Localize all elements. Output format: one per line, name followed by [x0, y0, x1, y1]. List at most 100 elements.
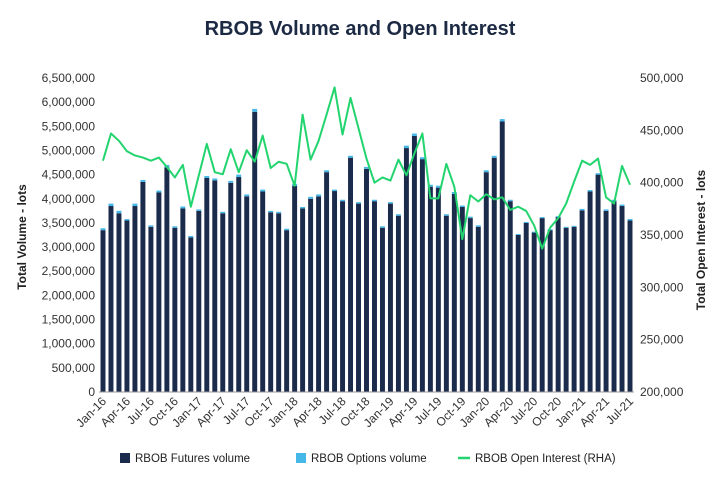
futures-volume-bar: [419, 159, 425, 392]
options-volume-bar: [140, 179, 146, 182]
options-volume-bar: [108, 203, 114, 207]
options-volume-bar: [156, 190, 162, 193]
futures-volume-bar: [475, 226, 481, 392]
left-axis-tick-label: 4,500,000: [42, 168, 96, 182]
options-volume-bar: [587, 190, 593, 192]
x-axis-tick-label: Jul-21: [603, 394, 636, 427]
futures-volume-bar: [459, 206, 465, 392]
futures-volume-bar: [443, 215, 449, 392]
left-axis: 0 500,000 1,000,000 1,500,000 2,000,000 2,500…: [42, 71, 96, 399]
futures-volume-bar: [364, 168, 369, 392]
futures-volume-bar: [587, 191, 593, 392]
futures-volume-bar: [411, 135, 417, 392]
futures-volume-bar: [228, 182, 234, 392]
futures-volume-bar: [563, 227, 569, 392]
line-series: [102, 86, 631, 250]
left-axis-title: Total Volume - lots: [15, 184, 29, 290]
left-axis-tick-label: 1,000,000: [42, 337, 96, 351]
futures-volume-bar: [332, 191, 338, 392]
futures-volume-bar: [108, 206, 114, 392]
futures-volume-bar: [555, 217, 561, 392]
futures-volume-bar: [356, 203, 361, 392]
futures-volume-bar: [372, 201, 377, 392]
legend-square-swatch: [120, 453, 130, 463]
options-volume-bar: [332, 189, 338, 192]
options-volume-bar: [324, 170, 330, 173]
right-axis-title: Total Open Interest - lots: [694, 169, 708, 310]
futures-volume-bar: [427, 186, 433, 392]
options-volume-bar: [539, 217, 545, 219]
futures-volume-bar: [212, 180, 218, 392]
futures-volume-bar: [619, 206, 625, 392]
futures-volume-bar: [124, 220, 130, 392]
right-axis-tick-label: 400,000: [640, 176, 684, 190]
options-volume-bar: [411, 133, 417, 136]
futures-volume-bar: [523, 222, 529, 392]
options-volume-bar: [340, 199, 346, 202]
futures-volume-bar: [180, 208, 186, 392]
futures-volume-bar: [276, 213, 282, 392]
futures-volume-bar: [100, 230, 106, 392]
options-volume-bar: [148, 225, 154, 227]
options-volume-bar: [212, 178, 218, 181]
x-axis: Jan-16Apr-16Jul-16Oct-16Jan-17Apr-17Jul-…: [73, 391, 636, 430]
right-axis-tick-label: 350,000: [640, 228, 684, 242]
options-volume-bar: [100, 228, 106, 231]
bar-series: [100, 108, 633, 392]
futures-volume-bar: [499, 121, 505, 392]
futures-volume-bar: [603, 210, 609, 392]
futures-volume-bar: [236, 177, 242, 392]
futures-volume-bar: [387, 203, 393, 392]
open-interest-line: [102, 86, 631, 250]
futures-volume-bar: [611, 201, 617, 392]
options-volume-bar: [483, 170, 489, 173]
options-volume-bar: [523, 221, 529, 223]
futures-volume-bar: [579, 210, 585, 392]
options-volume-bar: [603, 209, 609, 211]
futures-volume-bar: [188, 237, 194, 392]
futures-volume-bar: [379, 227, 385, 392]
futures-volume-bar: [467, 218, 473, 392]
left-axis-tick-label: 6,500,000: [42, 71, 96, 85]
legend-square-swatch: [296, 453, 306, 463]
options-volume-bar: [372, 199, 377, 202]
options-volume-bar: [180, 206, 186, 209]
options-volume-bar: [515, 234, 521, 235]
options-volume-bar: [196, 209, 202, 211]
right-axis-tick-label: 250,000: [640, 333, 684, 347]
options-volume-bar: [579, 208, 585, 211]
options-volume-bar: [172, 226, 178, 228]
options-volume-bar: [475, 225, 481, 227]
options-volume-bar: [499, 119, 505, 122]
options-volume-bar: [284, 228, 290, 231]
futures-volume-bar: [507, 201, 513, 392]
options-volume-bar: [443, 214, 449, 216]
options-volume-bar: [236, 174, 242, 178]
options-volume-bar: [419, 157, 425, 160]
futures-volume-bar: [148, 226, 154, 392]
futures-volume-bar: [164, 167, 170, 392]
options-volume-bar: [228, 180, 234, 183]
legend-label: RBOB Options volume: [311, 453, 427, 465]
left-axis-tick-label: 500,000: [52, 361, 96, 375]
options-volume-bar: [348, 155, 353, 158]
options-volume-bar: [563, 226, 569, 228]
options-volume-bar: [459, 205, 465, 207]
options-volume-bar: [276, 211, 282, 214]
chart-title: RBOB Volume and Open Interest: [204, 18, 516, 40]
futures-volume-bar: [252, 111, 258, 392]
options-volume-bar: [435, 185, 441, 188]
futures-volume-bar: [308, 198, 314, 392]
options-volume-bar: [531, 231, 537, 233]
futures-volume-bar: [547, 230, 553, 392]
right-axis-tick-label: 450,000: [640, 123, 684, 137]
options-volume-bar: [507, 199, 513, 202]
options-volume-bar: [619, 204, 625, 207]
options-volume-bar: [220, 211, 226, 214]
right-axis-tick-label: 300,000: [640, 280, 684, 294]
options-volume-bar: [595, 173, 601, 175]
options-volume-bar: [395, 214, 401, 216]
futures-volume-bar: [260, 191, 266, 392]
options-volume-bar: [627, 219, 633, 221]
